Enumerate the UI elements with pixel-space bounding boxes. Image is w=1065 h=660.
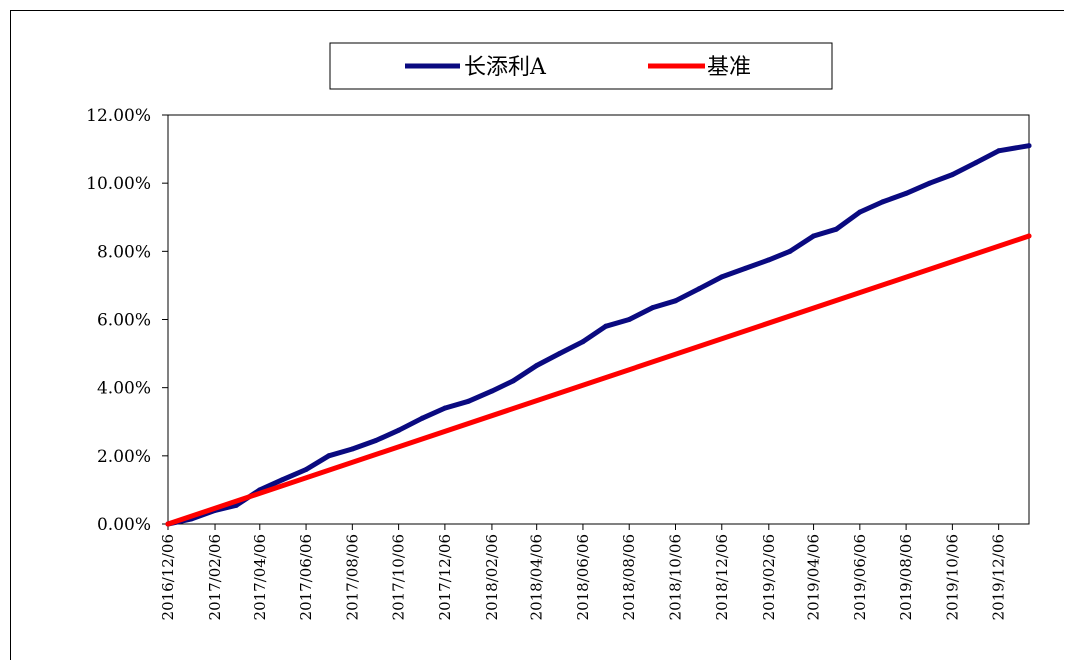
x-tick-label: 2018/12/06 xyxy=(713,534,731,620)
x-tick-label: 2016/12/06 xyxy=(159,534,177,620)
series-group xyxy=(165,143,1032,527)
x-tick-label: 2019/02/06 xyxy=(760,534,778,620)
data-point xyxy=(556,351,562,357)
data-point xyxy=(349,446,355,452)
x-tick-label: 2019/12/06 xyxy=(990,534,1008,620)
data-point xyxy=(833,226,839,232)
data-point xyxy=(326,453,332,459)
data-point xyxy=(811,233,817,239)
y-tick-label: 12.00% xyxy=(86,106,151,126)
data-point xyxy=(626,317,632,322)
data-point xyxy=(280,477,285,483)
y-tick-label: 4.00% xyxy=(97,379,151,399)
x-tick-label: 2017/08/06 xyxy=(343,534,361,620)
data-point xyxy=(927,180,933,186)
legend-label-series-2: 基准 xyxy=(707,55,751,80)
x-tick-label: 2017/04/06 xyxy=(251,534,269,620)
y-tick-label: 0.00% xyxy=(97,515,151,535)
data-point xyxy=(650,305,656,311)
x-tick-label: 2019/04/06 xyxy=(805,534,823,620)
data-point xyxy=(857,209,863,215)
data-point xyxy=(510,378,516,384)
y-tick-label: 2.00% xyxy=(97,447,151,467)
data-point xyxy=(766,257,772,263)
data-point xyxy=(1026,233,1032,239)
y-tick-label: 10.00% xyxy=(86,174,151,194)
data-point xyxy=(973,160,979,166)
y-tick-label: 8.00% xyxy=(97,242,151,262)
data-point xyxy=(787,248,793,254)
data-point xyxy=(1026,143,1032,149)
x-tick-label: 2019/10/06 xyxy=(943,534,961,620)
x-axis: 2016/12/06 2017/02/06 2017/04/06 2017/06/06… xyxy=(159,524,1008,620)
data-point xyxy=(673,298,678,304)
chart-frame xyxy=(10,10,1064,660)
plot-area xyxy=(167,114,1030,525)
data-point xyxy=(373,438,379,443)
data-point xyxy=(419,415,425,421)
data-point xyxy=(303,467,309,472)
x-tick-label: 2017/06/06 xyxy=(297,534,315,620)
data-point xyxy=(534,363,540,368)
x-tick-label: 2018/04/06 xyxy=(528,534,546,620)
data-point xyxy=(465,398,471,404)
data-point xyxy=(696,286,702,292)
data-point xyxy=(442,405,448,411)
y-tick-label: 6.00% xyxy=(97,311,151,331)
legend: 长添利A 基准 xyxy=(329,42,833,90)
series-line-2 xyxy=(165,233,1032,527)
data-point xyxy=(165,521,171,527)
y-axis: 0.00% 2.00% 4.00% 6.00% 8.00% 10.00% 12.00% xyxy=(86,106,168,535)
x-tick-label: 2018/02/06 xyxy=(483,534,501,620)
x-tick-label: 2019/08/06 xyxy=(897,534,915,620)
x-tick-label: 2018/08/06 xyxy=(620,534,638,620)
x-tick-label: 2018/06/06 xyxy=(574,534,592,620)
data-point xyxy=(603,323,609,329)
x-tick-label: 2018/10/06 xyxy=(666,534,684,620)
data-point xyxy=(742,265,748,271)
data-point xyxy=(903,190,909,196)
legend-label-series-1: 长添利A xyxy=(464,55,547,80)
data-point xyxy=(489,388,495,394)
x-tick-label: 2017/10/06 xyxy=(390,534,408,620)
data-point xyxy=(719,274,725,280)
x-tick-label: 2017/02/06 xyxy=(206,534,224,620)
data-point xyxy=(580,339,586,345)
data-point xyxy=(949,172,955,178)
series-line-1 xyxy=(165,143,1032,527)
x-tick-label: 2019/06/06 xyxy=(851,534,869,620)
data-point xyxy=(880,199,886,205)
data-point xyxy=(996,148,1002,154)
x-tick-label: 2017/12/06 xyxy=(436,534,454,620)
data-point xyxy=(396,427,402,433)
